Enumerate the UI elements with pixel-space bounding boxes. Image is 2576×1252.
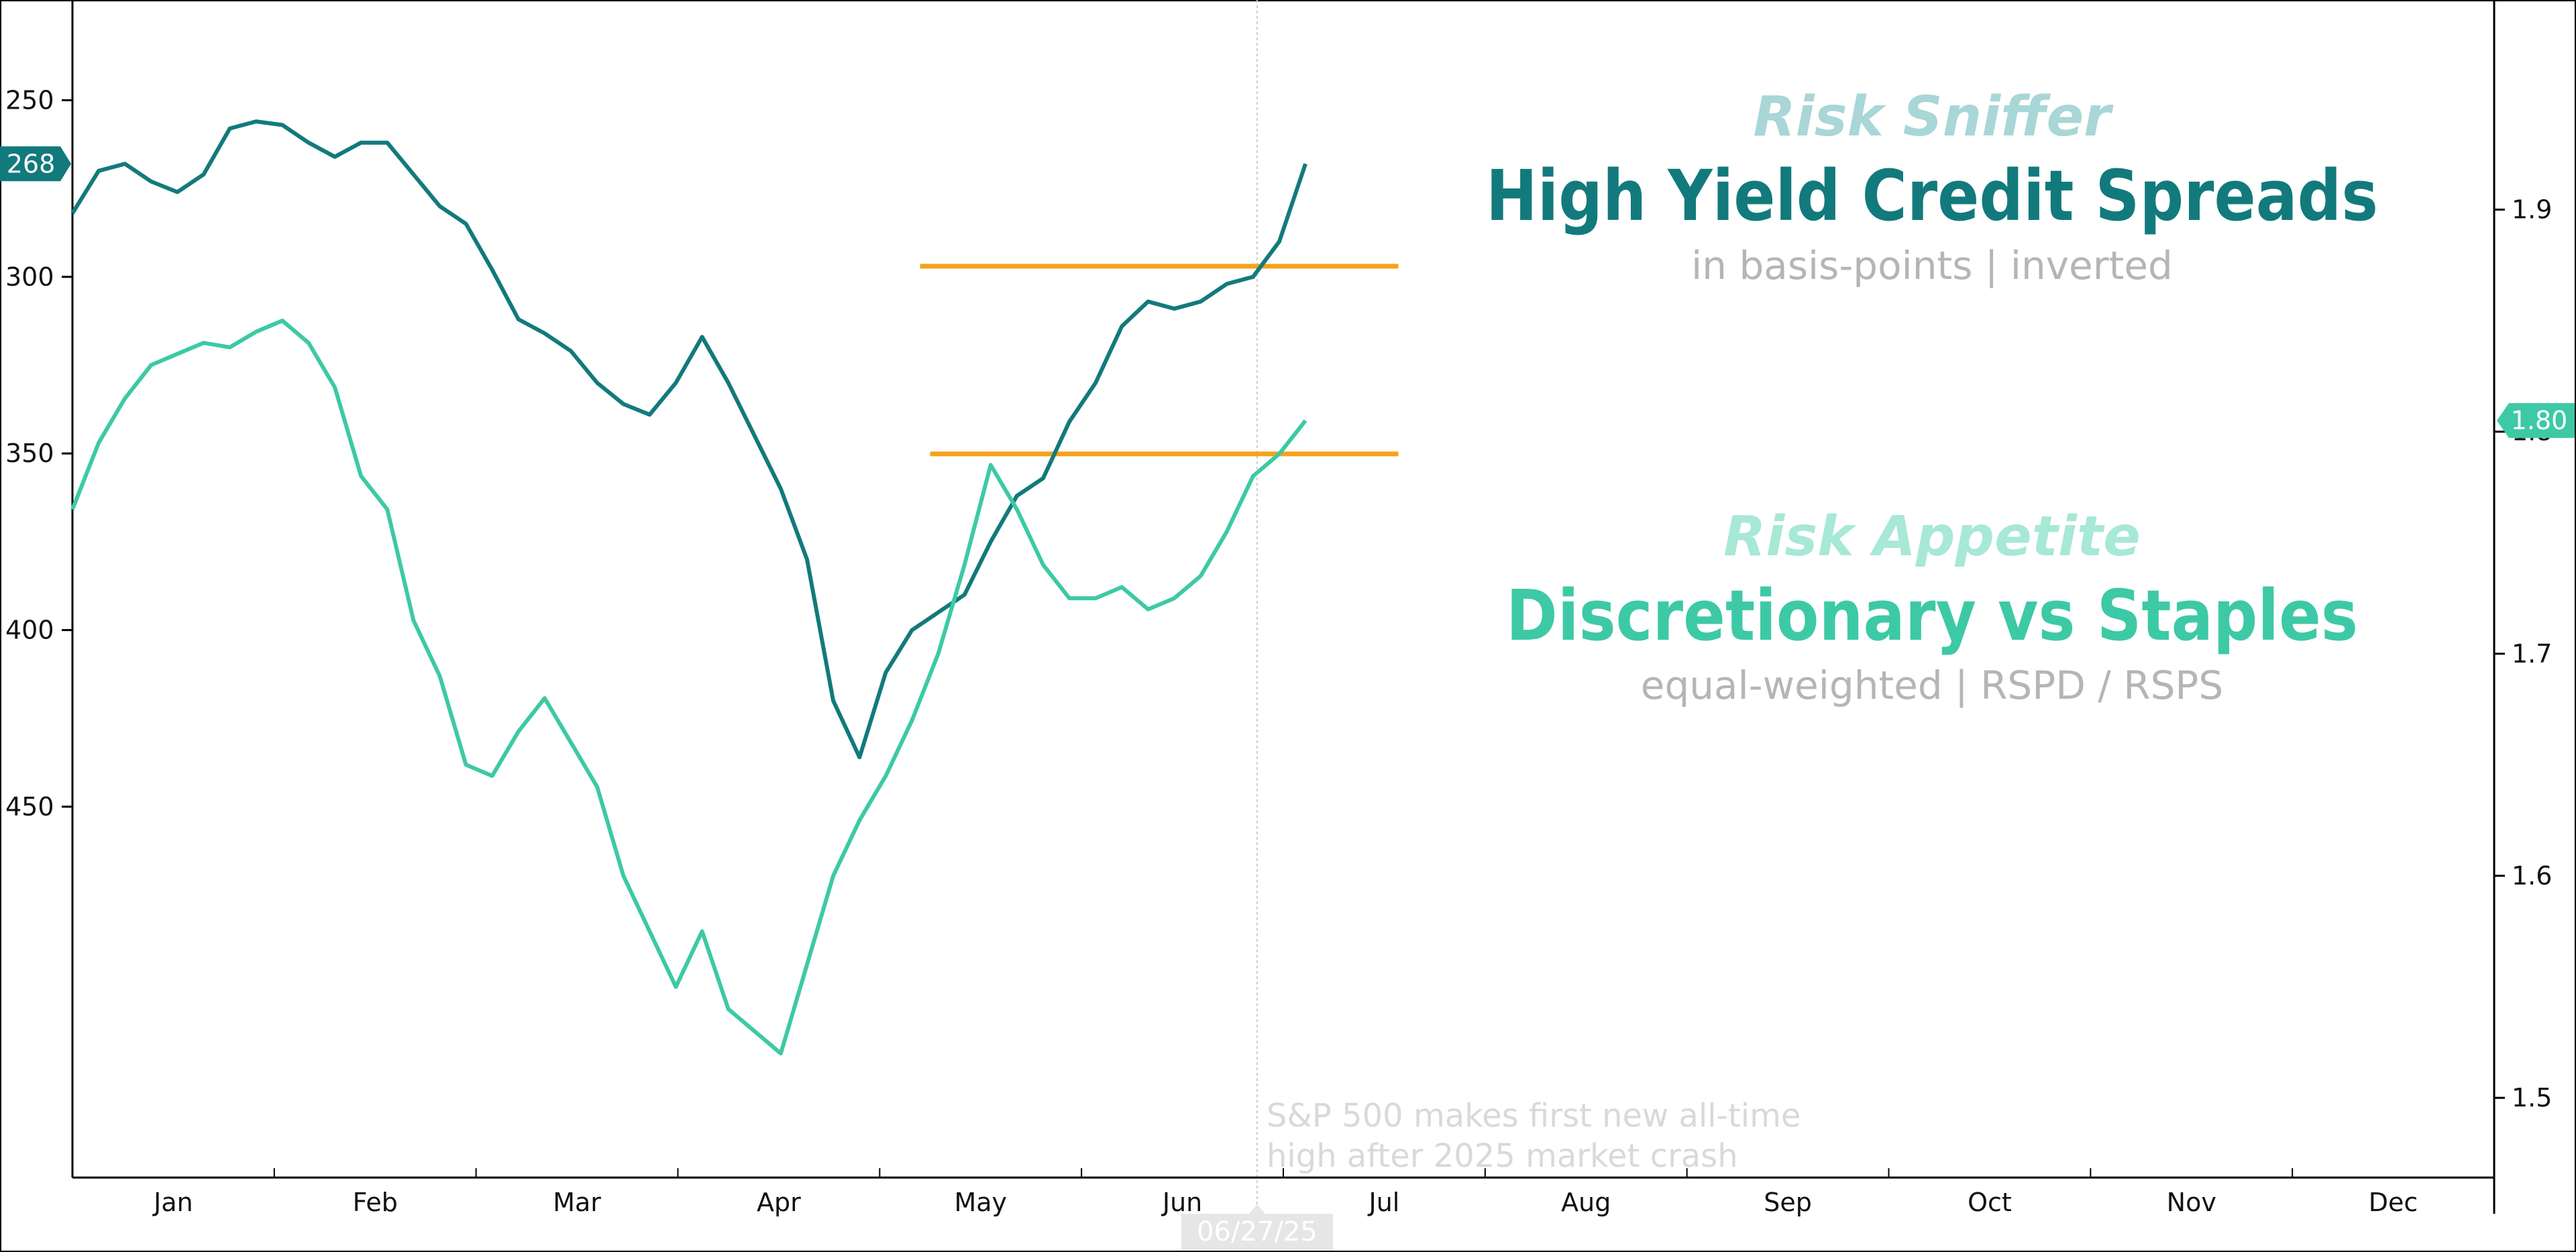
ratio-subtitle: equal-weighted | RSPD / RSPS [1641, 663, 2223, 708]
credit-spreads-line [70, 119, 1307, 760]
credit-title: High Yield Credit Spreads [1486, 155, 2378, 237]
left-tick-label: 350 [5, 439, 54, 468]
x-tick-label: Sep [1764, 1188, 1812, 1217]
x-tick-label: Jul [1367, 1188, 1399, 1217]
left-tick-label: 400 [5, 616, 54, 645]
left-tick-label: 250 [5, 85, 54, 115]
x-tick-label: Apr [757, 1188, 801, 1217]
right-tick-label: 1.6 [2512, 861, 2552, 891]
ratio-last-value-badge: 1.80 [2497, 403, 2575, 439]
x-tick-label: Feb [353, 1188, 398, 1217]
x-tick-label: Jan [152, 1188, 193, 1217]
x-tick-label: Jun [1161, 1188, 1202, 1217]
x-tick-label: May [954, 1188, 1007, 1217]
x-tick-label: Nov [2167, 1188, 2216, 1217]
credit-title-kicker: Risk Sniffer [1754, 85, 2114, 149]
right-axis-ticks: 1.51.61.71.81.9 [2494, 195, 2552, 1113]
right-tick-label: 1.5 [2512, 1083, 2552, 1113]
right-tick-label: 1.7 [2512, 639, 2552, 669]
x-tick-label: Dec [2369, 1188, 2418, 1217]
x-axis-ticks: Jan Feb Mar Apr May Jun Jul Aug Sep Oct Nov Dec [72, 1168, 2495, 1217]
right-tick-label: 1.9 [2512, 195, 2552, 225]
annotation-line-2: high after 2025 market crash [1267, 1137, 1738, 1175]
ratio-title-kicker: Risk Appetite [1723, 505, 2141, 569]
left-tick-label: 300 [5, 262, 54, 292]
date-badge-label: 06/27/25 [1197, 1216, 1318, 1247]
left-axis-ticks: 250 300 350 400 450 [5, 85, 72, 821]
credit-subtitle: in basis-points | inverted [1691, 243, 2173, 288]
x-tick-label: Oct [1968, 1188, 2012, 1217]
ratio-last-value: 1.80 [2511, 406, 2568, 435]
date-badge: 06/27/25 [1181, 1204, 1333, 1250]
discretionary-staples-line [70, 319, 1307, 1056]
x-tick-label: Aug [1561, 1188, 1611, 1217]
left-tick-label: 450 [5, 792, 54, 821]
credit-last-value-badge: 268 [0, 146, 71, 182]
ratio-title: Discretionary vs Staples [1506, 575, 2358, 657]
x-tick-label: Mar [553, 1188, 601, 1217]
credit-last-value: 268 [7, 149, 56, 178]
annotation-line-1: S&P 500 makes first new all-time [1267, 1097, 1801, 1135]
